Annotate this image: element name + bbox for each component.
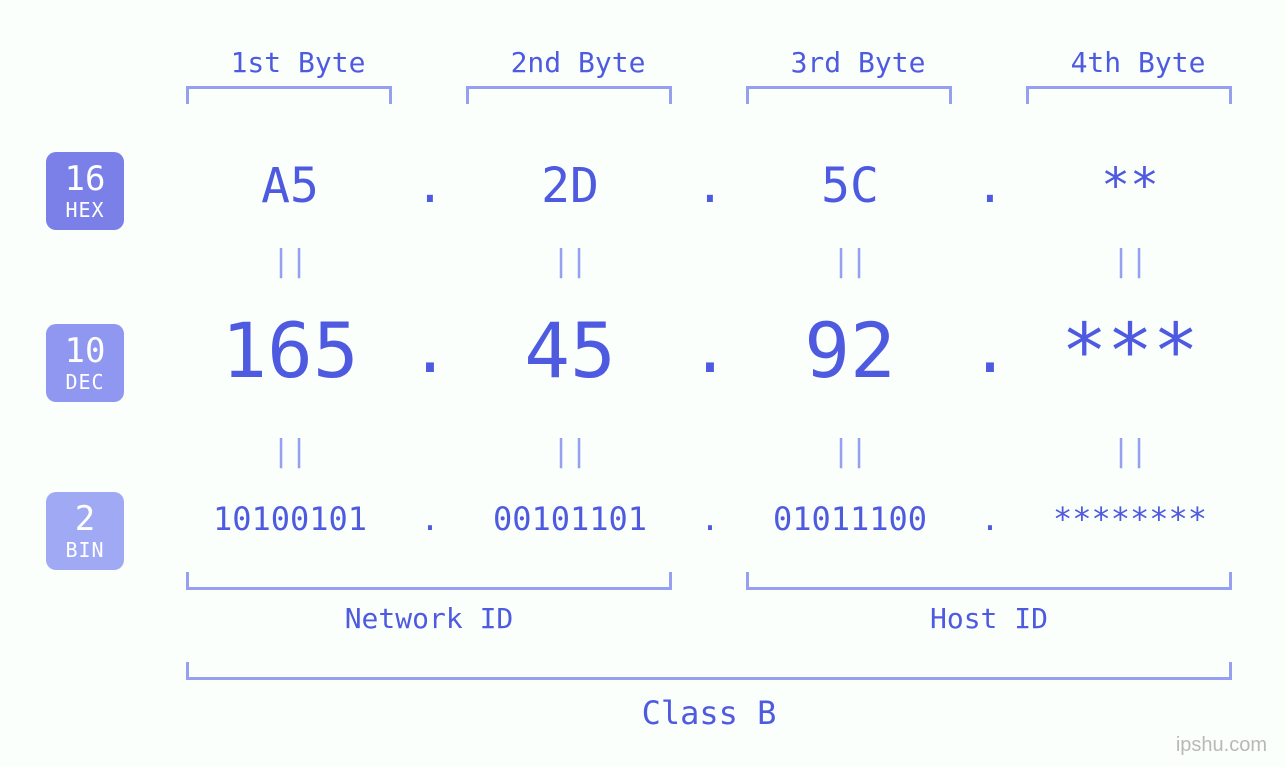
byte-header-1: 1st Byte	[218, 46, 378, 79]
eq-icon: ||	[460, 434, 680, 469]
badge-bin-num: 2	[75, 501, 95, 538]
host-id-bracket	[746, 572, 1232, 590]
top-bracket-4	[1026, 86, 1232, 104]
eq-icon: ||	[1020, 244, 1240, 279]
top-bracket-2	[466, 86, 672, 104]
top-bracket-3	[746, 86, 952, 104]
class-label: Class B	[186, 694, 1232, 732]
byte-header-4: 4th Byte	[1058, 46, 1218, 79]
byte-header-3: 3rd Byte	[778, 46, 938, 79]
hex-b4: **	[1020, 158, 1240, 214]
dot: .	[400, 500, 460, 538]
dec-b4: ***	[1020, 306, 1240, 395]
eq-icon: ||	[1020, 434, 1240, 469]
badge-dec-num: 10	[65, 333, 106, 370]
dot: .	[680, 314, 740, 388]
badge-hex: 16 HEX	[46, 152, 124, 230]
eq-icon: ||	[460, 244, 680, 279]
bin-b2: 00101101	[460, 500, 680, 538]
network-id-label: Network ID	[186, 602, 672, 635]
dot: .	[680, 158, 740, 214]
dot: .	[960, 314, 1020, 388]
eq-icon: ||	[180, 434, 400, 469]
badge-dec: 10 DEC	[46, 324, 124, 402]
badge-dec-lbl: DEC	[65, 371, 104, 393]
watermark: ipshu.com	[1176, 734, 1267, 757]
eq-row-2: || || || ||	[180, 434, 1240, 469]
badge-bin-lbl: BIN	[65, 539, 104, 561]
class-bracket	[186, 662, 1232, 680]
dot: .	[680, 500, 740, 538]
bin-b3: 01011100	[740, 500, 960, 538]
dec-b2: 45	[460, 306, 680, 395]
dot: .	[960, 500, 1020, 538]
bin-b4: ********	[1020, 500, 1240, 538]
byte-header-2: 2nd Byte	[498, 46, 658, 79]
badge-hex-num: 16	[65, 161, 106, 198]
network-id-bracket	[186, 572, 672, 590]
badge-bin: 2 BIN	[46, 492, 124, 570]
dec-b3: 92	[740, 306, 960, 395]
dec-b1: 165	[180, 306, 400, 395]
hex-row: A5 . 2D . 5C . **	[180, 158, 1240, 214]
hex-b3: 5C	[740, 158, 960, 214]
bin-b1: 10100101	[180, 500, 400, 538]
eq-icon: ||	[740, 244, 960, 279]
dot: .	[400, 314, 460, 388]
eq-row-1: || || || ||	[180, 244, 1240, 279]
badge-hex-lbl: HEX	[65, 199, 104, 221]
dot: .	[960, 158, 1020, 214]
eq-icon: ||	[180, 244, 400, 279]
dec-row: 165 . 45 . 92 . ***	[180, 306, 1240, 395]
hex-b2: 2D	[460, 158, 680, 214]
hex-b1: A5	[180, 158, 400, 214]
host-id-label: Host ID	[746, 602, 1232, 635]
eq-icon: ||	[740, 434, 960, 469]
dot: .	[400, 158, 460, 214]
top-bracket-1	[186, 86, 392, 104]
bin-row: 10100101 . 00101101 . 01011100 . *******…	[180, 500, 1240, 538]
